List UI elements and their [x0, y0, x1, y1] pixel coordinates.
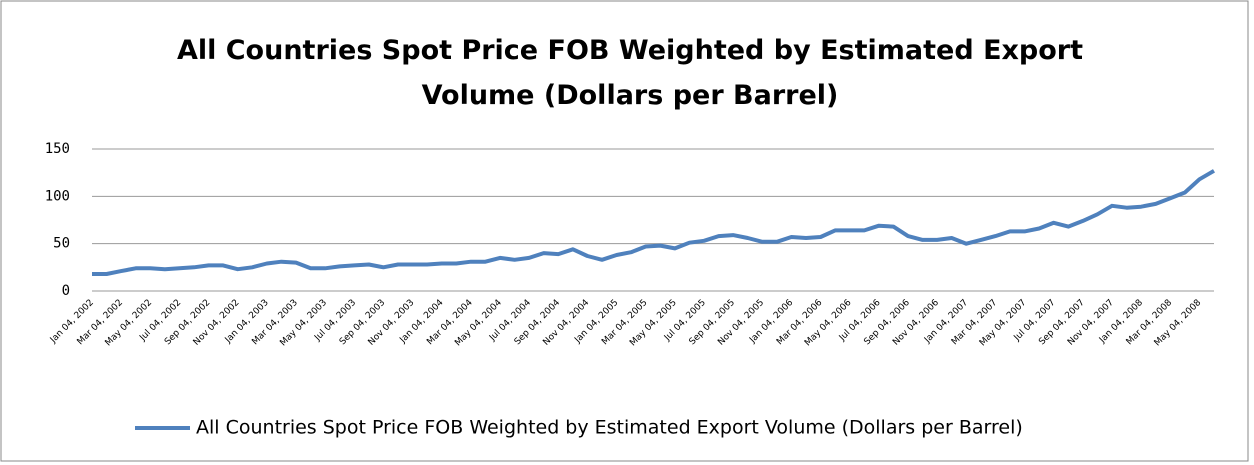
y-tick-label: 100 — [45, 188, 70, 204]
line — [92, 169, 1216, 276]
y-tick-label: 50 — [53, 236, 70, 252]
y-tick-label: 150 — [45, 141, 70, 157]
y-tick-label: 0 — [62, 283, 70, 299]
chart-title: All Countries Spot Price FOB Weighted by… — [176, 35, 1084, 111]
legend-label: All Countries Spot Price FOB Weighted by… — [196, 417, 1023, 439]
